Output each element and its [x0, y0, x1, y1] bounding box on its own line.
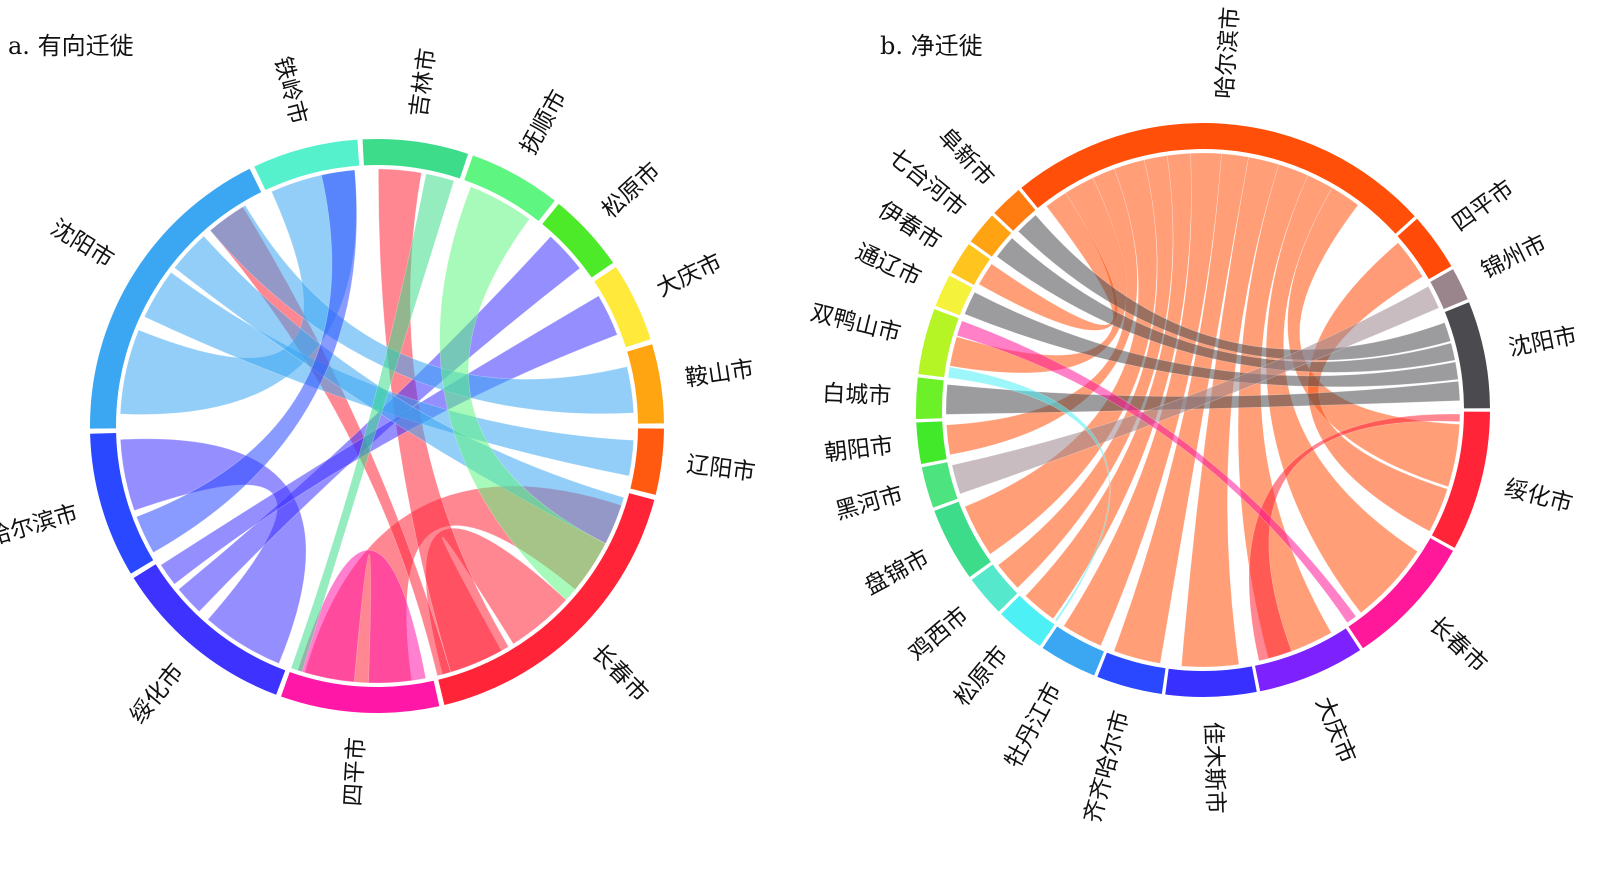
chord-ribbon	[1181, 156, 1280, 668]
segment-label: 绥化市	[1502, 475, 1575, 517]
chord-ribbon	[996, 237, 1456, 373]
chord-ribbon	[964, 159, 1158, 555]
panel-a-title: a. 有向迁徙	[8, 32, 134, 60]
segment-arc	[934, 501, 991, 578]
segment-label: 锦州市	[1477, 230, 1550, 284]
segment-label: 四平市	[1448, 175, 1519, 237]
segment-arc	[1097, 652, 1166, 695]
segment-label: 白城市	[822, 381, 892, 410]
chord-ribbon	[1025, 152, 1192, 620]
chord-ribbon	[143, 271, 634, 477]
chord-ribbon	[178, 236, 581, 612]
segment-label: 朝阳市	[823, 433, 895, 467]
panel-b-segment-arcs	[916, 123, 1490, 697]
segment-arc	[627, 344, 664, 424]
segment-label: 铁岭市	[269, 54, 312, 127]
chord-ribbon	[174, 235, 625, 544]
segment-arc	[935, 275, 973, 316]
segment-label: 通辽市	[851, 239, 925, 291]
segment-arc	[90, 168, 262, 429]
chord-ribbon	[947, 366, 1111, 622]
segment-label: 大庆市	[1310, 693, 1360, 767]
segment-label: 长春市	[586, 640, 653, 708]
segment-label: 哈尔滨市	[0, 500, 81, 551]
panel-b-chords	[945, 152, 1461, 668]
chord-ribbon	[1287, 187, 1460, 488]
segment-arc	[438, 493, 655, 705]
segment-arc	[630, 428, 664, 495]
chord-ribbon	[1063, 152, 1222, 647]
segment-label: 哈尔滨市	[1212, 6, 1245, 100]
segment-arc	[542, 203, 614, 278]
segment-label: 佳木斯市	[1199, 722, 1228, 815]
chord-ribbon	[290, 173, 455, 673]
segment-label: 辽阳市	[685, 452, 757, 486]
segment-label: 黑河市	[833, 481, 906, 525]
chord-ribbon	[1017, 214, 1451, 361]
segment-label: 松原市	[597, 158, 665, 224]
segment-arc	[1001, 595, 1055, 647]
segment-arc	[254, 139, 360, 191]
segment-arc	[971, 564, 1018, 612]
segment-arc	[970, 215, 1012, 257]
segment-arc	[90, 433, 154, 574]
segment-arc	[1397, 218, 1452, 280]
segment-arc	[1254, 628, 1361, 692]
segment-arc	[994, 190, 1036, 231]
chord-ribbon	[997, 155, 1174, 589]
segment-arc	[1348, 538, 1454, 649]
segment-arc	[1165, 666, 1257, 697]
segment-label: 鞍山市	[684, 356, 756, 392]
segment-arc	[951, 244, 990, 285]
chord-ribbon	[209, 204, 634, 414]
chord-ribbon	[160, 295, 618, 585]
chord-ribbon	[1248, 413, 1461, 662]
segment-label: 沈阳市	[46, 215, 118, 273]
segment-arc	[133, 564, 286, 695]
chord-ribbon	[297, 549, 427, 684]
segment-label: 盘锦市	[861, 545, 934, 600]
segment-arc	[1042, 626, 1104, 676]
segment-arc	[1021, 123, 1415, 234]
segment-label: 长春市	[1424, 612, 1492, 678]
segment-label: 松原市	[949, 642, 1013, 712]
segment-arc	[1444, 302, 1490, 409]
chord-ribbon	[136, 169, 357, 553]
segment-arc	[281, 671, 440, 714]
chord-ribbon	[439, 186, 606, 601]
segment-label: 牡丹江市	[1001, 679, 1067, 772]
chord-ribbon	[1113, 153, 1249, 664]
segment-label: 吉林市	[406, 47, 441, 119]
panel-a-chords	[119, 168, 634, 684]
segment-arc	[594, 267, 651, 348]
segment-label: 双鸭山市	[808, 300, 904, 347]
segment-arc	[916, 421, 947, 465]
segment-label: 大庆市	[653, 249, 726, 302]
segment-arc	[1431, 411, 1490, 548]
segment-arc	[916, 377, 944, 420]
segment-arc	[1430, 269, 1468, 310]
segment-label: 绥化市	[125, 659, 189, 729]
segment-arc	[918, 309, 959, 378]
segment-label: 鸡西市	[904, 602, 973, 667]
segment-label: 四平市	[340, 737, 370, 807]
segment-label: 齐齐哈尔市	[1080, 708, 1135, 826]
segment-arc	[921, 462, 958, 508]
segment-arc	[464, 155, 555, 222]
segment-label: 沈阳市	[1506, 323, 1579, 362]
chord-ribbon	[1307, 242, 1448, 532]
chord-ribbon	[951, 286, 1440, 495]
panel-a-segment-arcs	[90, 138, 664, 714]
panel-b-title: b. 净迁徙	[880, 32, 983, 60]
segment-arc	[362, 138, 469, 179]
segment-label: 抚顺市	[516, 86, 572, 159]
chord-ribbon	[956, 320, 1357, 624]
